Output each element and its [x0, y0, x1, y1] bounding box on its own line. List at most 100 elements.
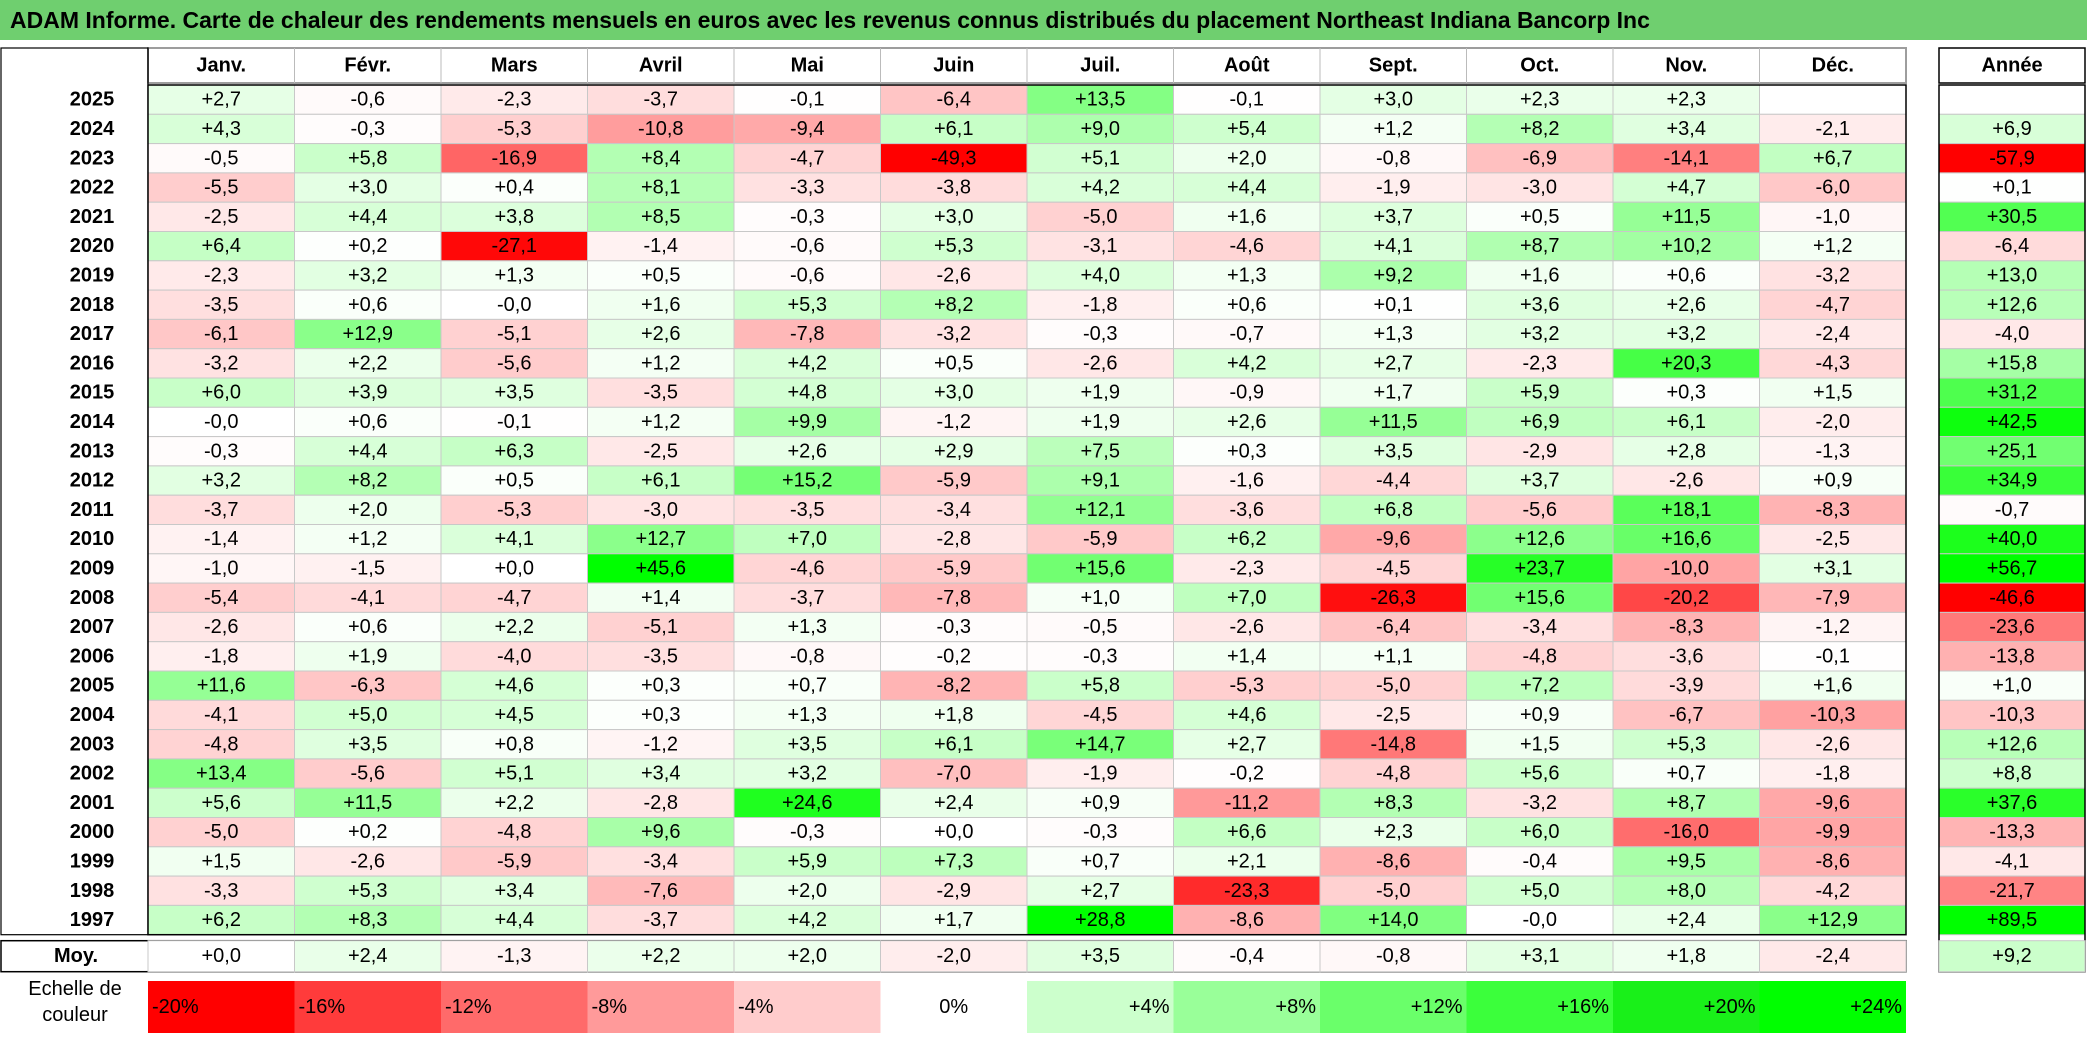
heatmap-cell: [880, 641, 1028, 672]
heatmap-cell: [587, 758, 735, 789]
heatmap-cell: [294, 231, 442, 262]
heatmap-cell-value: +3,4: [1667, 118, 1706, 140]
heatmap-cell-value: -0,5: [204, 147, 238, 169]
heatmap-cell-value: +13,5: [1075, 89, 1126, 111]
heatmap-cell-value: -1,2: [644, 733, 678, 755]
heatmap-cell-value: -8,3: [1669, 616, 1703, 638]
heatmap-cell-value: -2,5: [644, 440, 678, 462]
heatmap-cell-value: +4,6: [495, 675, 534, 697]
heatmap-cell-value: -9,6: [1816, 792, 1850, 814]
heatmap-cell-value: +4,7: [1667, 177, 1706, 199]
heatmap-cell: [1173, 348, 1321, 379]
heatmap-cell-value: -8,3: [1816, 499, 1850, 521]
heatmap-cell-value: +1,5: [202, 850, 241, 872]
heatmap-cell-value: +2,7: [202, 89, 241, 111]
heatmap-cell-value: +6,2: [202, 909, 241, 931]
heatmap-cell-value: -23,3: [1224, 880, 1270, 902]
heatmap-cell-value: +14,0: [1368, 909, 1419, 931]
heatmap-cell: [587, 84, 735, 115]
annual-cell-value: -21,7: [1989, 880, 2035, 902]
heatmap-cell-value: +8,7: [1667, 792, 1706, 814]
heatmap-cell-value: -3,3: [790, 177, 824, 199]
annual-cell: [1938, 84, 2086, 115]
heatmap-cell: [1759, 846, 1907, 877]
heatmap-cell-value: -0,1: [1230, 89, 1264, 111]
heatmap-cell-value: -4,8: [497, 821, 531, 843]
average-cell: [440, 940, 588, 973]
heatmap-cell: [880, 465, 1028, 496]
heatmap-cell: [1759, 348, 1907, 379]
heatmap-cell-value: +6,7: [1813, 147, 1852, 169]
year-header-label: Année: [1981, 55, 2042, 77]
heatmap-cell-value: +1,4: [1227, 645, 1266, 667]
heatmap-cell: [147, 817, 295, 848]
heatmap-cell-value: -6,1: [204, 323, 238, 345]
annual-cell-value: -10,3: [1989, 704, 2035, 726]
heatmap-cell-value: -5,9: [937, 557, 971, 579]
row-year-label: 2012: [70, 470, 115, 492]
heatmap-cell: [733, 582, 881, 613]
heatmap-cell-value: +1,9: [348, 645, 387, 667]
heatmap-cell-value: +6,0: [202, 382, 241, 404]
heatmap-cell-value: +8,2: [934, 294, 973, 316]
heatmap-cell-value: +3,0: [934, 206, 973, 228]
heatmap-cell: [1612, 817, 1760, 848]
heatmap-cell-value: +13,4: [196, 763, 247, 785]
heatmap-cell: [733, 318, 881, 350]
average-cell-value: -1,3: [497, 945, 531, 967]
heatmap-cell-value: -1,8: [1816, 763, 1850, 785]
heatmap-cell-value: -1,3: [1816, 440, 1850, 462]
heatmap-cell-value: +4,5: [495, 704, 534, 726]
heatmap-cell: [880, 758, 1028, 789]
heatmap-cell: [1759, 465, 1907, 496]
heatmap-cell-value: -2,3: [497, 89, 531, 111]
heatmap-cell-value: +2,1: [1227, 850, 1266, 872]
row-year-label: 2019: [70, 264, 115, 286]
heatmap-cell-value: -3,5: [204, 294, 238, 316]
color-scale-step-label: +4%: [1129, 996, 1170, 1018]
annual-cell-value: +40,0: [1987, 528, 2038, 550]
heatmap-cell: [1759, 377, 1907, 408]
heatmap-cell-value: +5,3: [934, 235, 973, 257]
heatmap-cell-value: +1,8: [934, 704, 973, 726]
average-cell-value: +0,0: [202, 945, 241, 967]
heatmap-cell-value: -4,8: [1523, 645, 1557, 667]
color-scale-step-label: -12%: [445, 996, 492, 1018]
heatmap-cell: [1612, 318, 1760, 350]
heatmap-cell-value: -2,9: [937, 880, 971, 902]
heatmap-cell: [1173, 758, 1321, 789]
heatmap-cell-value: -7,8: [937, 587, 971, 609]
heatmap-cell-value: +2,4: [934, 792, 973, 814]
heatmap-cell-value: -9,6: [1376, 528, 1410, 550]
heatmap-cell-value: -5,0: [1376, 675, 1410, 697]
heatmap-cell-value: -1,5: [351, 557, 385, 579]
heatmap-cell-value: +8,3: [348, 909, 387, 931]
heatmap-cell-value: -6,3: [351, 675, 385, 697]
heatmap-cell-value: +2,0: [1227, 147, 1266, 169]
average-cell-value: +2,0: [788, 945, 827, 967]
heatmap-cell-value: -2,6: [351, 850, 385, 872]
heatmap-cell-value: +6,0: [1520, 821, 1559, 843]
heatmap-cell: [1026, 494, 1174, 526]
row-year-label: 2013: [70, 440, 115, 462]
heatmap-cell-value: -0,0: [497, 294, 531, 316]
heatmap-cell-value: -0,9: [1230, 382, 1264, 404]
heatmap-cell: [1026, 348, 1174, 379]
row-year-label: 2024: [70, 118, 115, 140]
heatmap-cell-value: +0,6: [1227, 294, 1266, 316]
annual-cell-value: -4,0: [1995, 323, 2029, 345]
heatmap-cell-value: +12,9: [342, 323, 393, 345]
heatmap-cell: [1612, 172, 1760, 203]
average-cell: [1612, 940, 1760, 973]
heatmap-cell: [294, 699, 442, 731]
average-cell-value: -0,8: [1376, 945, 1410, 967]
heatmap-cell: [1319, 904, 1467, 936]
color-scale-step-label: +12%: [1411, 996, 1463, 1018]
row-year-label: 1997: [70, 909, 115, 931]
heatmap-cell-value: -2,0: [1816, 411, 1850, 433]
heatmap-cell-value: +6,1: [641, 470, 680, 492]
heatmap-cell: [733, 436, 881, 467]
heatmap-cell: [1026, 436, 1174, 467]
annual-cell-value: +25,1: [1987, 440, 2038, 462]
annual-cell: [1938, 436, 2086, 467]
